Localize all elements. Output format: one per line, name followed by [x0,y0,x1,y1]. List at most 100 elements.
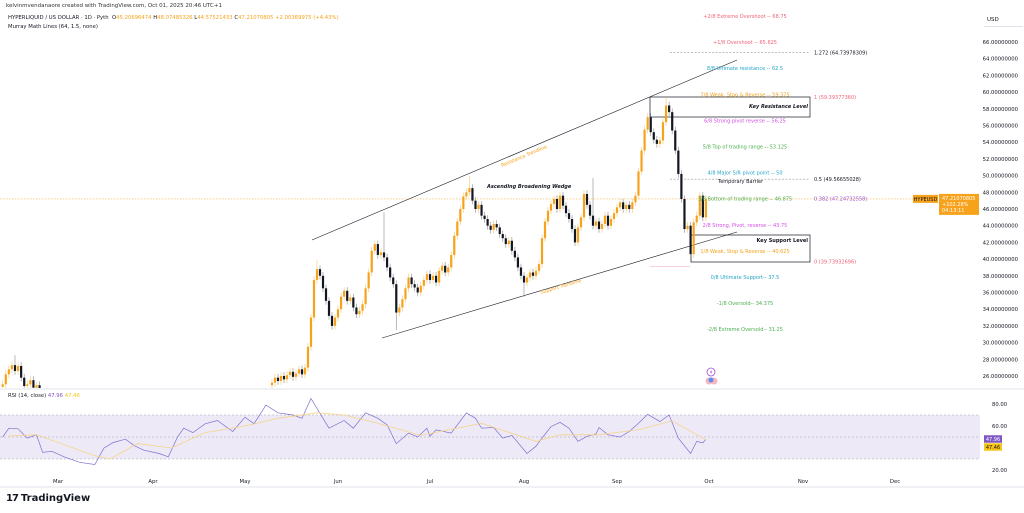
event-badge-icon[interactable] [708,377,714,383]
candle[interactable] [646,117,649,130]
candle[interactable] [300,369,304,375]
candle[interactable] [628,204,631,209]
candle[interactable] [315,269,319,280]
candle[interactable] [501,234,504,239]
candle[interactable] [489,225,492,230]
candle[interactable] [671,112,674,131]
candle[interactable] [465,192,468,197]
candle[interactable] [273,377,277,383]
candle[interactable] [318,269,322,276]
candle[interactable] [570,219,574,230]
candle[interactable] [480,204,483,216]
candle[interactable] [29,380,32,385]
candle[interactable] [270,382,274,386]
candle[interactable] [361,304,364,311]
candle[interactable] [564,205,568,214]
rsi-line[interactable] [2,397,707,465]
candle[interactable] [376,244,379,255]
candle[interactable] [649,117,652,133]
candle[interactable] [276,377,280,382]
candle[interactable] [450,254,453,268]
candle[interactable] [282,376,286,380]
candle[interactable] [462,196,465,209]
candle[interactable] [336,309,340,318]
candle[interactable] [698,195,701,216]
candle[interactable] [537,264,541,271]
candle[interactable] [579,217,583,228]
candle[interactable] [398,307,401,313]
candle[interactable] [591,215,595,226]
candle[interactable] [35,385,38,388]
candle[interactable] [333,317,337,326]
candle[interactable] [643,129,646,151]
candle[interactable] [588,204,592,216]
candle[interactable] [689,225,692,255]
candle[interactable] [456,221,459,236]
candle[interactable] [606,215,610,226]
candle[interactable] [528,272,532,278]
candle[interactable] [486,219,489,226]
candle[interactable] [513,250,517,258]
candle[interactable] [519,267,523,276]
candle[interactable] [431,275,435,280]
candle[interactable] [597,221,601,230]
candle[interactable] [561,195,565,206]
candle[interactable] [600,224,604,230]
candle[interactable] [549,203,553,211]
candle[interactable] [576,227,580,243]
candle[interactable] [637,171,640,196]
candle[interactable] [447,267,450,273]
candle[interactable] [407,277,410,289]
candle[interactable] [516,257,520,268]
candle[interactable] [492,224,495,230]
support-trendline[interactable] [381,231,738,339]
candle[interactable] [364,288,367,305]
candle[interactable] [4,374,7,385]
candle[interactable] [410,277,413,285]
candle[interactable] [525,277,529,283]
candle[interactable] [10,365,14,370]
candle[interactable] [585,193,589,205]
candle[interactable] [543,221,547,239]
candle[interactable] [38,385,41,388]
candle[interactable] [468,188,471,193]
candle[interactable] [668,105,671,113]
candle[interactable] [634,195,637,203]
candle[interactable] [453,235,456,255]
candle[interactable] [382,252,386,258]
candle[interactable] [658,140,662,144]
candle[interactable] [531,272,535,276]
candle[interactable] [343,290,346,297]
candle[interactable] [349,297,352,301]
candle[interactable] [618,202,622,208]
candle[interactable] [692,222,695,255]
candle[interactable] [404,288,407,300]
candle[interactable] [546,210,550,222]
rsi-ma-line[interactable] [8,412,707,460]
indicator-legend[interactable]: Murray Math Lines (64, 1.5, none) [8,24,98,30]
candle[interactable] [437,270,441,283]
candle[interactable] [425,274,429,280]
candle[interactable] [674,130,677,151]
candle[interactable] [422,279,425,286]
candle[interactable] [471,188,474,201]
candle[interactable] [507,240,510,245]
candle[interactable] [352,297,355,308]
candle[interactable] [373,244,376,251]
resistance-trendline[interactable] [311,59,738,241]
events-icons[interactable] [705,367,718,385]
candle[interactable] [540,238,544,265]
candle[interactable] [355,307,358,315]
candle[interactable] [567,213,571,220]
candle[interactable] [392,277,395,285]
candle[interactable] [640,150,643,172]
currency-label[interactable]: USD [984,14,1023,27]
candle[interactable] [695,215,698,223]
candle[interactable] [686,225,689,230]
candle[interactable] [652,132,655,140]
candle[interactable] [459,209,462,222]
candle[interactable] [23,377,26,387]
candle[interactable] [285,375,289,380]
candle[interactable] [416,287,419,293]
candle[interactable] [395,284,398,313]
